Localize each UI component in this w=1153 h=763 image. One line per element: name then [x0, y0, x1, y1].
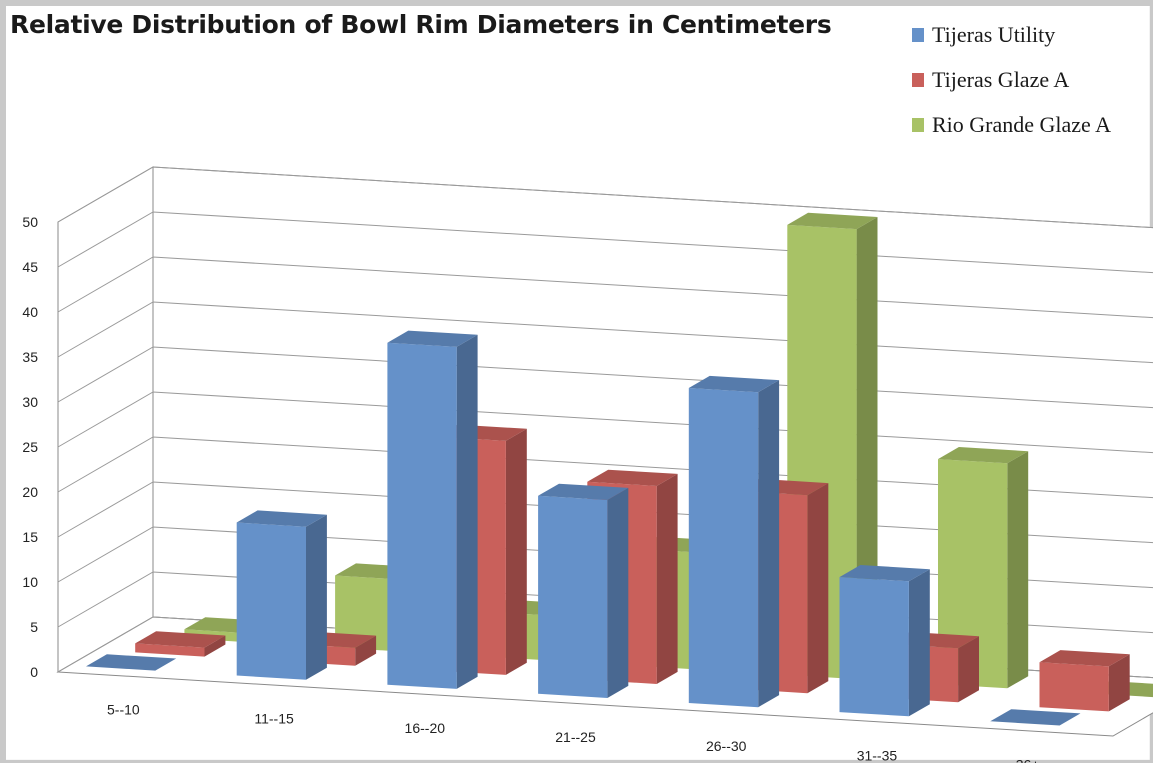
chart-title: Relative Distribution of Bowl Rim Diamet… [10, 10, 832, 39]
bar-top [787, 212, 878, 230]
y-tick-label: 30 [22, 394, 38, 410]
legend-swatch-tijeras-utility [912, 27, 924, 42]
bar-front [387, 342, 457, 689]
bar-tijeras-utility-6 [990, 709, 1081, 726]
bar-front [538, 495, 608, 698]
bar-tijeras-glaze-a-0 [135, 631, 226, 657]
y-tick-label: 0 [30, 664, 38, 680]
bar-tijeras-glaze-a-6 [1039, 650, 1130, 712]
bar-side [456, 334, 478, 689]
bar-front [1039, 662, 1109, 712]
bar-side [355, 635, 377, 666]
bar-top [587, 469, 678, 486]
y-tick-label: 10 [22, 574, 38, 590]
bar-rio-grande-glaze-a-4 [787, 212, 878, 680]
bar-front [938, 459, 1008, 689]
bar-tijeras-utility-3 [538, 483, 629, 698]
bar-tijeras-utility-0 [86, 654, 177, 671]
bar-tijeras-utility-2 [387, 330, 478, 689]
legend-swatch-rio-grande-glaze-a [912, 117, 924, 132]
bar-top [938, 447, 1029, 464]
bar-top [688, 375, 780, 393]
x-tick-label: 21--25 [555, 729, 596, 745]
bar-side [656, 473, 678, 684]
bar-tijeras-utility-4 [688, 375, 780, 708]
legend-item-tijeras-glaze-a: Tijeras Glaze A [912, 57, 1111, 102]
bar-side [607, 487, 629, 698]
bar-top [1039, 650, 1130, 667]
bar-tijeras-utility-1 [236, 510, 327, 680]
bar-side [306, 514, 327, 680]
bar-side [856, 217, 878, 680]
x-tick-labels: 5--10 11--15 16--20 21--25 26--30 31--35 36+ [107, 702, 1040, 763]
y-tick-label: 5 [30, 619, 38, 635]
bar-side [505, 428, 527, 675]
bar-tijeras-utility-5 [839, 565, 930, 717]
y-tick-label: 20 [22, 484, 38, 500]
bar-top [990, 709, 1081, 726]
y-tick-label: 50 [22, 214, 38, 230]
legend-item-tijeras-utility: Tijeras Utility [912, 12, 1111, 57]
bar-front [839, 577, 909, 717]
y-tick-label: 35 [22, 349, 38, 365]
bar-side [807, 483, 829, 694]
bar-top [135, 631, 226, 648]
bar-top [86, 654, 177, 671]
bar-front [236, 522, 306, 680]
bar-side [1108, 654, 1130, 712]
y-tick-label: 45 [22, 259, 38, 275]
x-tick-label: 31--35 [857, 747, 898, 763]
bar-side [908, 569, 930, 717]
bars [86, 212, 1153, 726]
y-tick-label: 40 [22, 304, 38, 320]
bar-top [236, 510, 327, 527]
legend-label-tijeras-glaze-a: Tijeras Glaze A [932, 66, 1070, 92]
y-tick-label: 25 [22, 439, 38, 455]
bar-front [688, 388, 759, 708]
bar-top [839, 565, 930, 582]
x-tick-label: 26--30 [706, 738, 747, 754]
bar-top [538, 483, 629, 500]
bar-side [1007, 451, 1029, 689]
x-tick-label: 5--10 [107, 702, 140, 718]
y-tick-label: 15 [22, 529, 38, 545]
bar-front [135, 643, 205, 657]
bar-side [204, 635, 226, 657]
chart-legend: Tijeras Utility Tijeras Glaze A Rio Gran… [912, 12, 1111, 147]
bar-rio-grande-glaze-a-5 [938, 447, 1029, 689]
legend-label-rio-grande-glaze-a: Rio Grande Glaze A [932, 111, 1111, 137]
legend-label-tijeras-utility: Tijeras Utility [932, 21, 1056, 47]
bar-top [387, 330, 478, 347]
gridline [57, 166, 1153, 229]
bar-front [335, 575, 405, 652]
x-tick-label: 16--20 [405, 720, 446, 736]
x-tick-label: 36+ [1016, 756, 1040, 763]
legend-item-rio-grande-glaze-a: Rio Grande Glaze A [912, 102, 1111, 147]
bar-side [758, 380, 780, 708]
legend-swatch-tijeras-glaze-a [912, 72, 924, 87]
bar-side [958, 636, 979, 703]
x-tick-label: 11--15 [254, 711, 294, 727]
